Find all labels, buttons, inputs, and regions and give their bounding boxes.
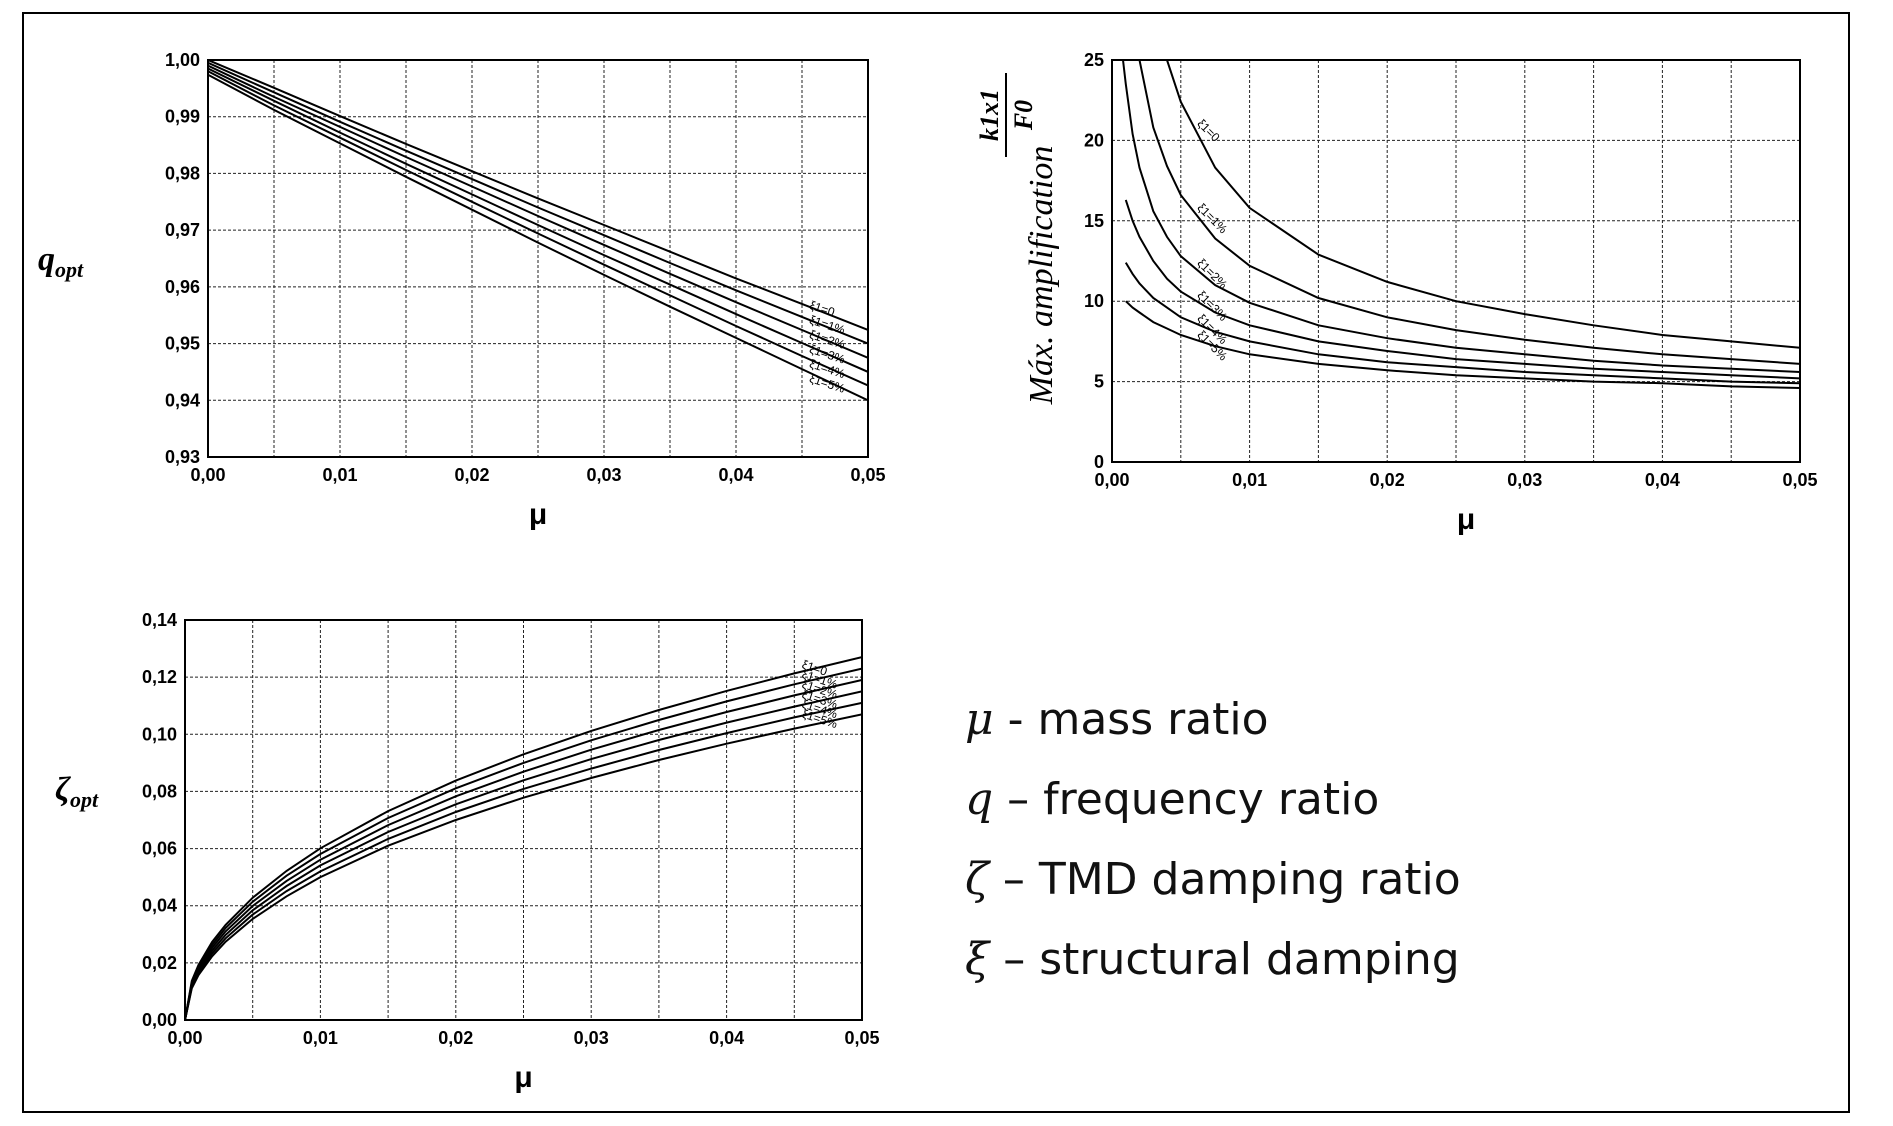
curves <box>208 60 868 402</box>
x-tick-label: 0,04 <box>1645 470 1680 490</box>
series-line <box>208 60 868 331</box>
y-tick-label: 25 <box>1084 50 1104 70</box>
x-tick-label: 0,04 <box>709 1028 744 1048</box>
x-tick-label: 0,02 <box>454 465 489 485</box>
chart-3: 0,00 0,02 0,04 0,06 0,08 0,10 0,12 0,14 0,00 0,01… <box>55 610 880 1094</box>
x-tick-label: 0,04 <box>718 465 753 485</box>
y-tick-label: 0,93 <box>165 447 200 467</box>
series-line <box>185 690 862 1020</box>
y-tick-label: 0,99 <box>165 107 200 127</box>
x-axis-label: μ <box>514 1061 532 1094</box>
y-tick-label: 0,97 <box>165 220 200 240</box>
x-tick-label: 0,03 <box>574 1028 609 1048</box>
x-tick-label: 0,05 <box>1782 470 1817 490</box>
curves <box>185 656 862 1020</box>
x-tick-label: 0,02 <box>1370 470 1405 490</box>
series-line <box>1166 60 1800 349</box>
y-axis-label: ζopt <box>55 771 99 812</box>
chart-2: 0 5 10 15 20 25 0,00 0,01 0,02 0,03 0,04 0,05 μ Máx. … <box>975 50 1818 536</box>
y-tick-label: 20 <box>1084 130 1104 150</box>
series-line <box>1125 300 1800 389</box>
series-line <box>185 656 862 1020</box>
fraction-denominator: F0 <box>1009 100 1038 131</box>
plot-frame <box>207 59 869 458</box>
y-tick-label: 0,94 <box>165 390 200 410</box>
series-line <box>208 67 868 373</box>
x-tick-label: 0,01 <box>303 1028 338 1048</box>
x-tick-label: 0,05 <box>844 1028 879 1048</box>
x-tick-label: 0,01 <box>322 465 357 485</box>
y-axis-title: Máx. amplification <box>1023 146 1060 406</box>
legend-item-structural-damping: ξ – structural damping <box>965 934 1460 985</box>
x-tick-label: 0,02 <box>438 1028 473 1048</box>
series-line <box>185 701 862 1020</box>
y-tick-label: 1,00 <box>165 50 200 70</box>
series-line <box>1124 199 1800 380</box>
x-tick-label: 0,00 <box>167 1028 202 1048</box>
y-tick-label: 0,10 <box>142 724 177 744</box>
series-line <box>1138 60 1800 365</box>
x-tick-label: 0,00 <box>190 465 225 485</box>
series-line <box>208 70 868 387</box>
series-line <box>185 667 862 1020</box>
y-tick-label: 15 <box>1084 211 1104 231</box>
y-axis-label: qopt <box>38 241 84 282</box>
y-tick-label: 0,14 <box>142 610 177 630</box>
x-tick-label: 0,05 <box>850 465 885 485</box>
y-tick-label: 0,98 <box>165 163 200 183</box>
y-tick-label: 0,00 <box>142 1010 177 1030</box>
y-axis-fraction: k1x1 F0 <box>975 73 1038 157</box>
x-tick-label: 0,01 <box>1232 470 1267 490</box>
series-line <box>208 73 868 402</box>
plot-frame <box>184 619 863 1021</box>
series-line <box>1122 60 1800 373</box>
x-axis-label: μ <box>529 498 547 531</box>
legend-item-frequency-ratio: q – frequency ratio <box>965 774 1380 825</box>
series-line <box>185 713 862 1020</box>
series-line <box>208 64 868 359</box>
y-tick-label: 0,08 <box>142 781 177 801</box>
y-tick-label: 0 <box>1094 452 1104 472</box>
y-tick-label: 0,95 <box>165 334 200 354</box>
y-axis-label: Máx. amplification <box>1023 146 1060 406</box>
series-label: ξ1=2% <box>1194 256 1230 292</box>
y-tick-label: 0,02 <box>142 953 177 973</box>
curves <box>1122 60 1800 389</box>
figure-frame <box>22 12 1850 1113</box>
x-tick-label: 0,00 <box>1094 470 1129 490</box>
plot-frame <box>1111 59 1801 463</box>
fraction-numerator: k1x1 <box>975 89 1004 141</box>
series-label-text: ξ1=2% <box>1194 256 1230 292</box>
series-line <box>1124 262 1800 385</box>
y-tick-label: 10 <box>1084 291 1104 311</box>
legend-item-mass-ratio: μ - mass ratio <box>965 694 1269 745</box>
legend-item-tmd-damping: ζ – TMD damping ratio <box>965 854 1461 905</box>
x-tick-label: 0,03 <box>1507 470 1542 490</box>
y-tick-label: 0,06 <box>142 839 177 859</box>
series-line <box>185 679 862 1020</box>
y-tick-label: 0,04 <box>142 896 177 916</box>
series-line <box>208 61 868 345</box>
y-tick-label: 0,12 <box>142 667 177 687</box>
y-tick-label: 0,96 <box>165 277 200 297</box>
x-tick-label: 0,03 <box>586 465 621 485</box>
chart-1: 0,93 0,94 0,95 0,96 0,97 0,98 0,99 1,00 0,00 0,01… <box>38 50 886 531</box>
symbol-legend: μ - mass ratio q – frequency ratio ζ – T… <box>965 690 1461 1010</box>
y-tick-label: 5 <box>1094 372 1104 392</box>
x-axis-label: μ <box>1457 503 1475 536</box>
